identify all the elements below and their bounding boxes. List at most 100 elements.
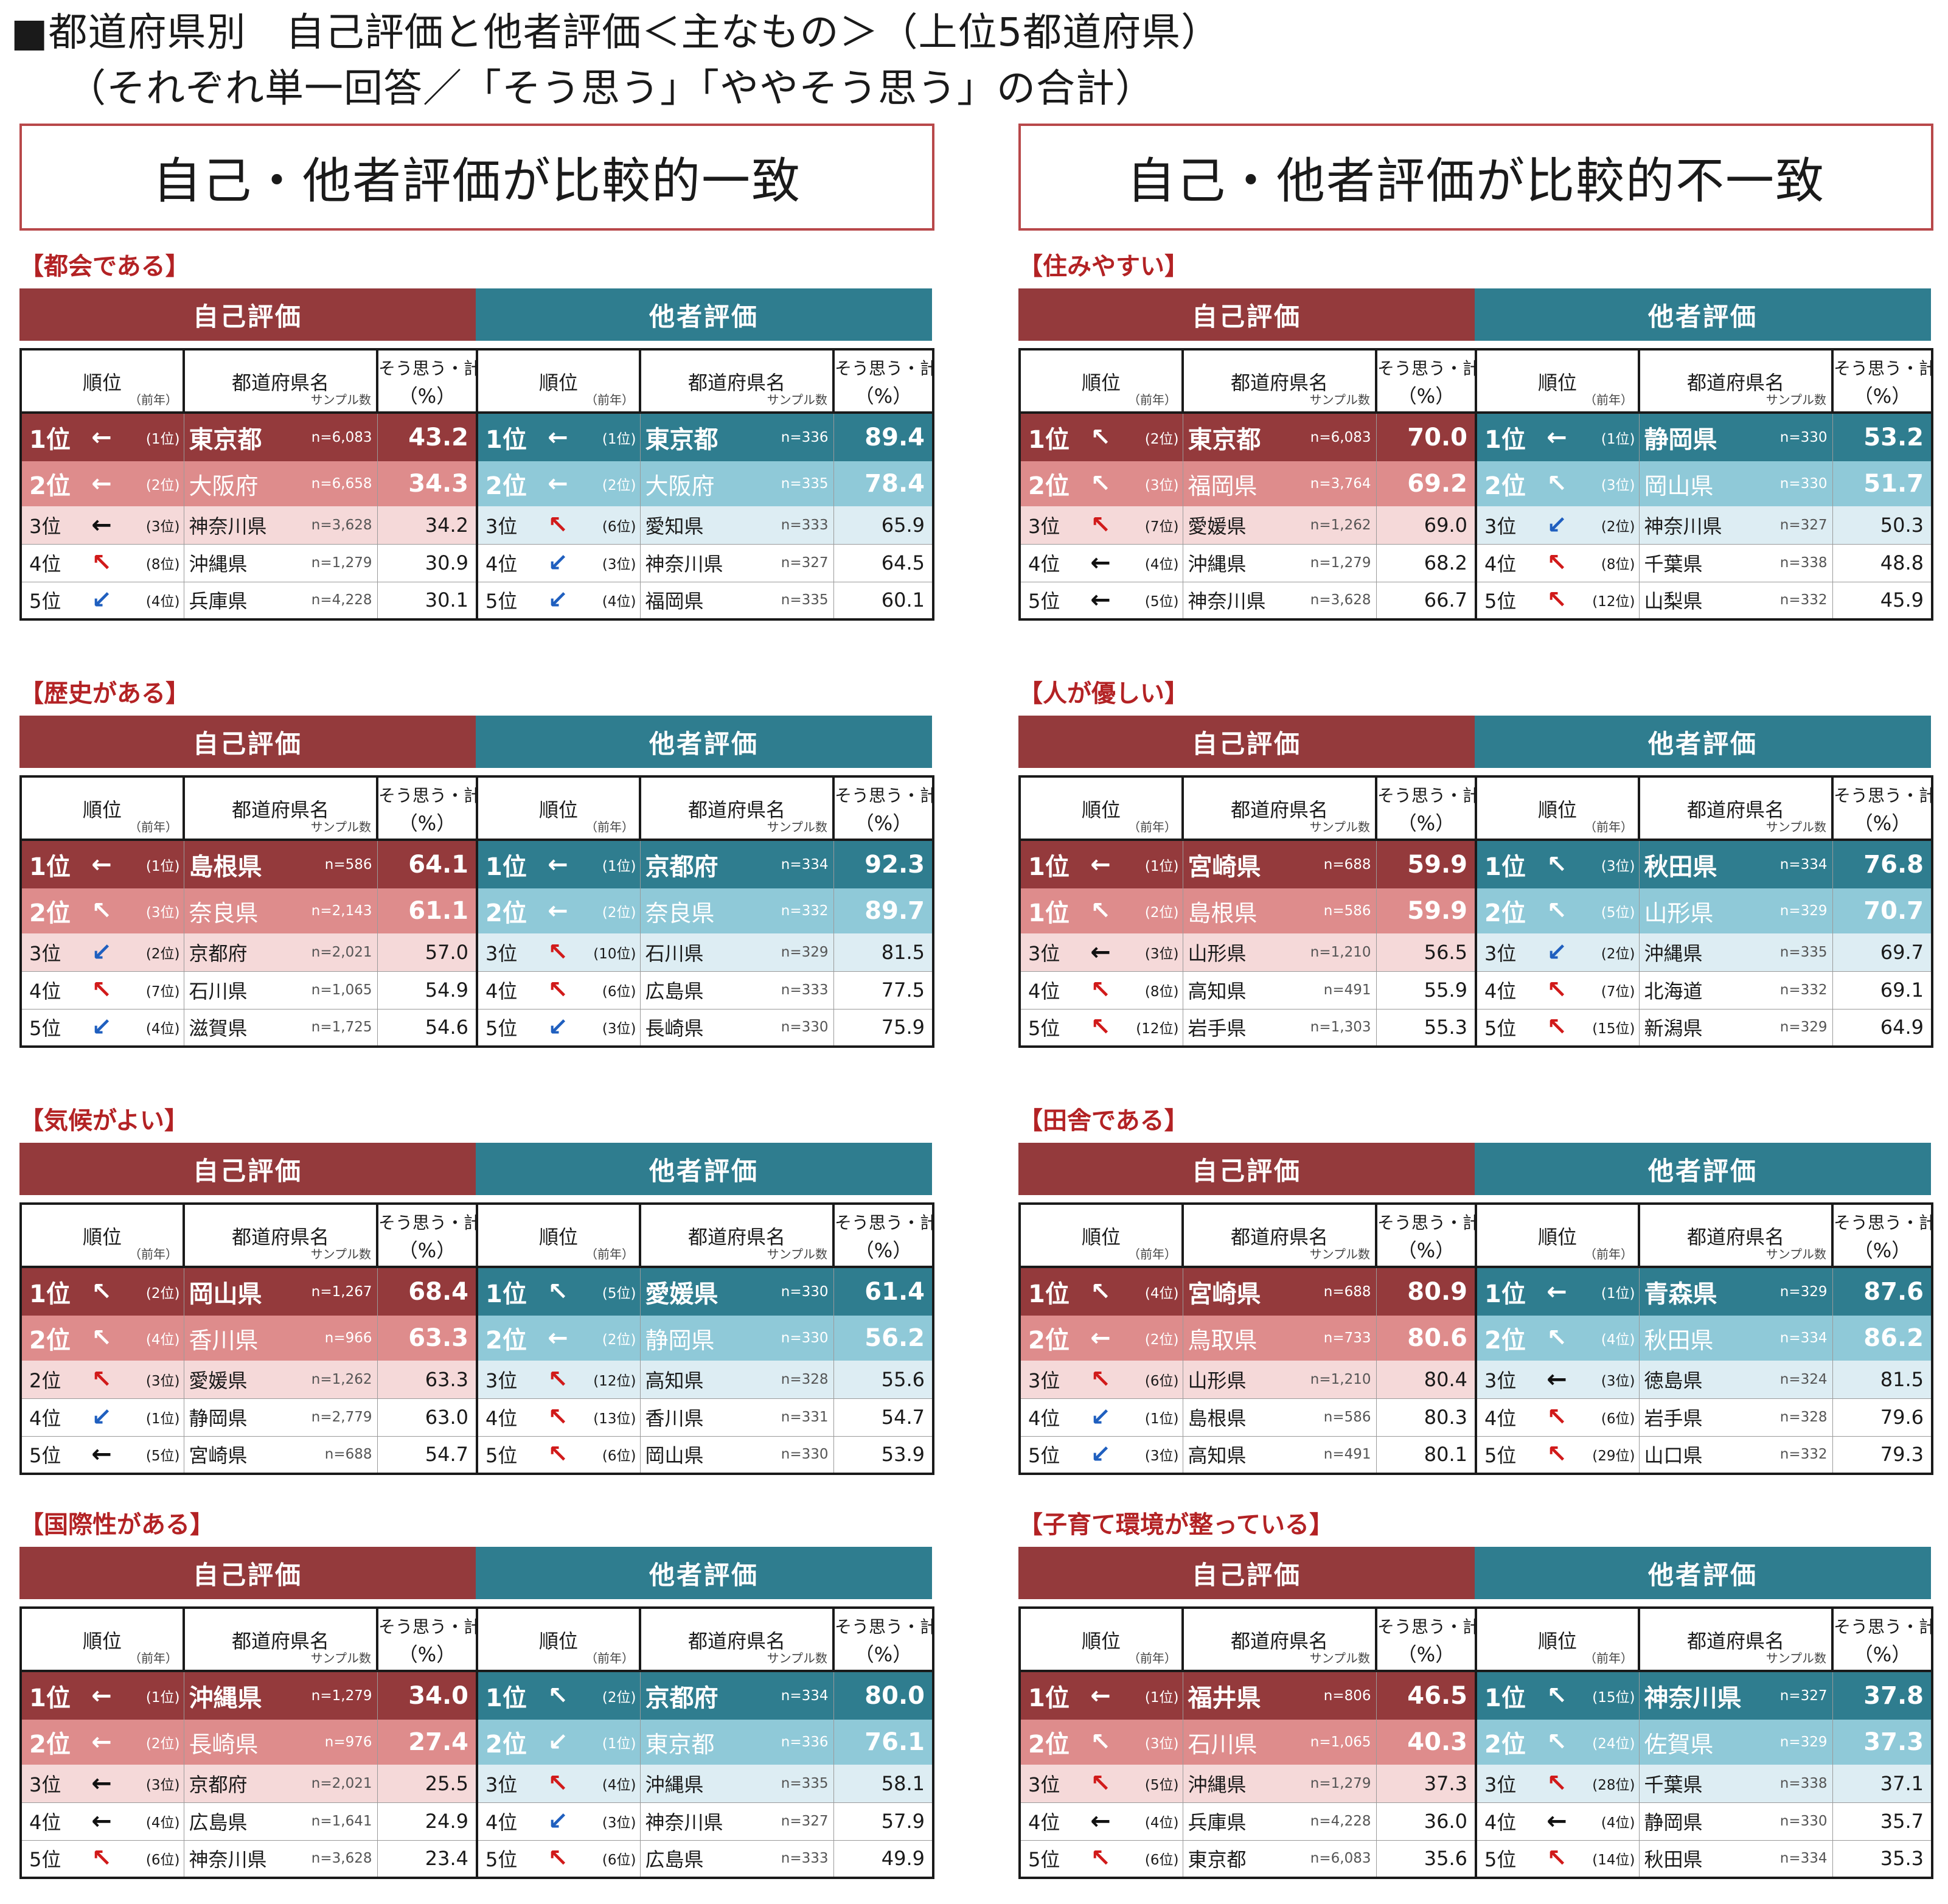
rank-cell: 1位 ← (1位): [1020, 1671, 1183, 1720]
percent-value: 37.1: [1832, 1765, 1933, 1803]
percent-value: 30.1: [377, 582, 478, 619]
sample-size: n=6,658: [311, 476, 372, 492]
rank-cell: 2位 ↖ (3位): [21, 888, 184, 933]
sample-size: n=1,279: [1310, 555, 1371, 571]
percent-value: 30.9: [377, 544, 478, 582]
previous-rank: (2位): [145, 1286, 180, 1302]
sample-size: n=1,303: [1310, 1019, 1371, 1036]
column-header-row: 順位 （前年） 都道府県名 サンプル数 そう思う・計 （%） 順位 （前年） 都…: [1020, 1204, 1933, 1268]
rank-header-label: 順位: [538, 1630, 578, 1653]
rank-header-label: 順位: [1537, 1630, 1577, 1653]
column-header-row: 順位 （前年） 都道府県名 サンプル数 そう思う・計 （%） 順位 （前年） 都…: [21, 1608, 934, 1672]
sample-size: n=332: [1779, 1446, 1828, 1463]
rank-cell: 5位 ↖ (6位): [477, 1840, 641, 1878]
prefecture-cell: 鳥取県 n=733: [1183, 1316, 1377, 1361]
rank-label: 2位: [29, 1731, 71, 1759]
sample-size: n=3,628: [311, 1850, 372, 1867]
col-rank-header: 順位 （前年）: [1476, 1608, 1640, 1672]
rank-label: 4位: [1028, 980, 1060, 1003]
other-evaluation-header: 他者評価: [476, 288, 932, 341]
other-evaluation-header: 他者評価: [1475, 288, 1931, 341]
sample-size: n=1,279: [1310, 1775, 1371, 1791]
pct-header-label: そう思う・計: [1834, 358, 1932, 378]
rank-label: 1位: [1484, 1280, 1526, 1308]
rank-label: 1位: [1484, 1684, 1526, 1712]
table-row: 3位 ← (3位) 京都府 n=2,021 25.5 3位 ↖ (4位): [21, 1765, 934, 1803]
prefecture-cell: 愛媛県 n=1,262: [184, 1361, 378, 1399]
col-rank-header: 順位 （前年）: [21, 349, 185, 414]
prefecture-cell: 山形県 n=329: [1639, 888, 1833, 933]
rank-cell: 3位 ↖ (10位): [477, 933, 641, 972]
col-rank-header: 順位 （前年）: [477, 776, 641, 841]
prefecture-cell: 岩手県 n=1,303: [1183, 1009, 1377, 1047]
table-row: 3位 ← (3位) 山形県 n=1,210 56.5 3位 ↙ (2位): [1020, 933, 1933, 972]
prefecture-name: 高知県: [1188, 980, 1247, 1003]
rank-cell: 5位 ↙ (4位): [21, 1009, 184, 1047]
prefecture-cell: 島根県 n=586: [1183, 888, 1377, 933]
prefecture-name: 滋賀県: [189, 1017, 248, 1041]
sample-size: n=1,725: [311, 1019, 372, 1036]
prefecture-name: 石川県: [645, 941, 704, 965]
rank-label: 4位: [1484, 553, 1517, 576]
rank-cell: 5位 ↖ (6位): [21, 1840, 184, 1878]
percent-value: 35.3: [1832, 1840, 1933, 1878]
previous-rank: (4位): [1144, 557, 1179, 573]
percent-value: 54.9: [377, 971, 478, 1010]
previous-rank: (3位): [145, 905, 180, 921]
rank-cell: 4位 ← (4位): [1020, 1802, 1183, 1841]
rank-label: 4位: [485, 553, 518, 576]
sample-size: n=333: [781, 982, 829, 998]
prefecture-name: 千葉県: [1644, 553, 1703, 576]
self-evaluation-header: 自己評価: [19, 1143, 476, 1195]
rank-label: 5位: [485, 590, 518, 613]
col-pref-header: 都道府県名 サンプル数: [640, 349, 835, 414]
arrow-up-icon: ↖: [1090, 976, 1111, 1004]
arrow-up-icon: ↖: [548, 1440, 568, 1469]
arrow-up-icon: ↖: [1546, 1769, 1567, 1798]
rank-label: 2位: [29, 1369, 61, 1392]
percent-value: 89.4: [833, 413, 934, 461]
table-row: 2位 ← (2位) 鳥取県 n=733 80.6 2位 ↖ (4位): [1020, 1316, 1933, 1361]
pct-unit-label: （%）: [1397, 812, 1455, 835]
rank-header-label: 順位: [82, 1630, 122, 1653]
prefecture-cell: 神奈川県 n=327: [1639, 1671, 1833, 1720]
rank-label: 4位: [29, 980, 61, 1003]
col-rank-header: 順位 （前年）: [1020, 349, 1184, 414]
percent-value: 54.7: [833, 1398, 934, 1437]
previous-rank: (2位): [1144, 905, 1179, 921]
percent-value: 37.3: [1832, 1720, 1933, 1765]
arrow-up-icon: ↖: [1090, 1844, 1111, 1873]
prefecture-name: 愛媛県: [645, 1280, 718, 1308]
percent-value: 43.2: [377, 413, 478, 461]
percent-value: 35.6: [1376, 1840, 1477, 1878]
prev-year-label: （前年）: [585, 1247, 634, 1261]
prefecture-name: 秋田県: [1644, 1848, 1703, 1872]
rank-label: 1位: [1028, 899, 1070, 927]
rank-label: 4位: [485, 980, 518, 1003]
section-title: 【都会である】: [19, 253, 190, 281]
prefecture-cell: 滋賀県 n=1,725: [184, 1009, 378, 1047]
prefecture-name: 静岡県: [189, 1407, 248, 1430]
pct-unit-label: （%）: [854, 1643, 913, 1666]
rank-cell: 2位 ↖ (24位): [1476, 1720, 1640, 1765]
percent-value: 57.9: [833, 1802, 934, 1841]
evaluation-header-bar: 自己評価 他者評価: [19, 1143, 932, 1195]
prefecture-name: 静岡県: [645, 1327, 715, 1354]
sample-size-label: サンプル数: [1765, 1651, 1826, 1665]
sample-size: n=338: [1779, 1775, 1828, 1791]
percent-value: 77.5: [833, 971, 934, 1010]
arrow-up-icon: ↖: [91, 1324, 112, 1352]
sample-size-label: サンプル数: [310, 1247, 371, 1261]
prefecture-cell: 沖縄県 n=1,279: [184, 544, 378, 582]
evaluation-header-bar: 自己評価 他者評価: [1018, 1143, 1931, 1195]
percent-value: 34.3: [377, 461, 478, 506]
prefecture-name: 宮崎県: [189, 1444, 248, 1468]
previous-rank: (1位): [145, 1411, 180, 1427]
rank-cell: 3位 ↙ (2位): [21, 933, 184, 972]
table-row: 1位 ← (1位) 東京都 n=6,083 43.2 1位 ← (1位): [21, 413, 934, 461]
table-row: 1位 ← (1位) 福井県 n=806 46.5 1位 ↖ (15位): [1020, 1671, 1933, 1720]
percent-value: 68.2: [1376, 544, 1477, 582]
previous-rank: (2位): [1601, 946, 1635, 962]
pct-header-label: そう思う・計: [1377, 786, 1476, 806]
arrow-down-icon: ↙: [1546, 511, 1567, 539]
